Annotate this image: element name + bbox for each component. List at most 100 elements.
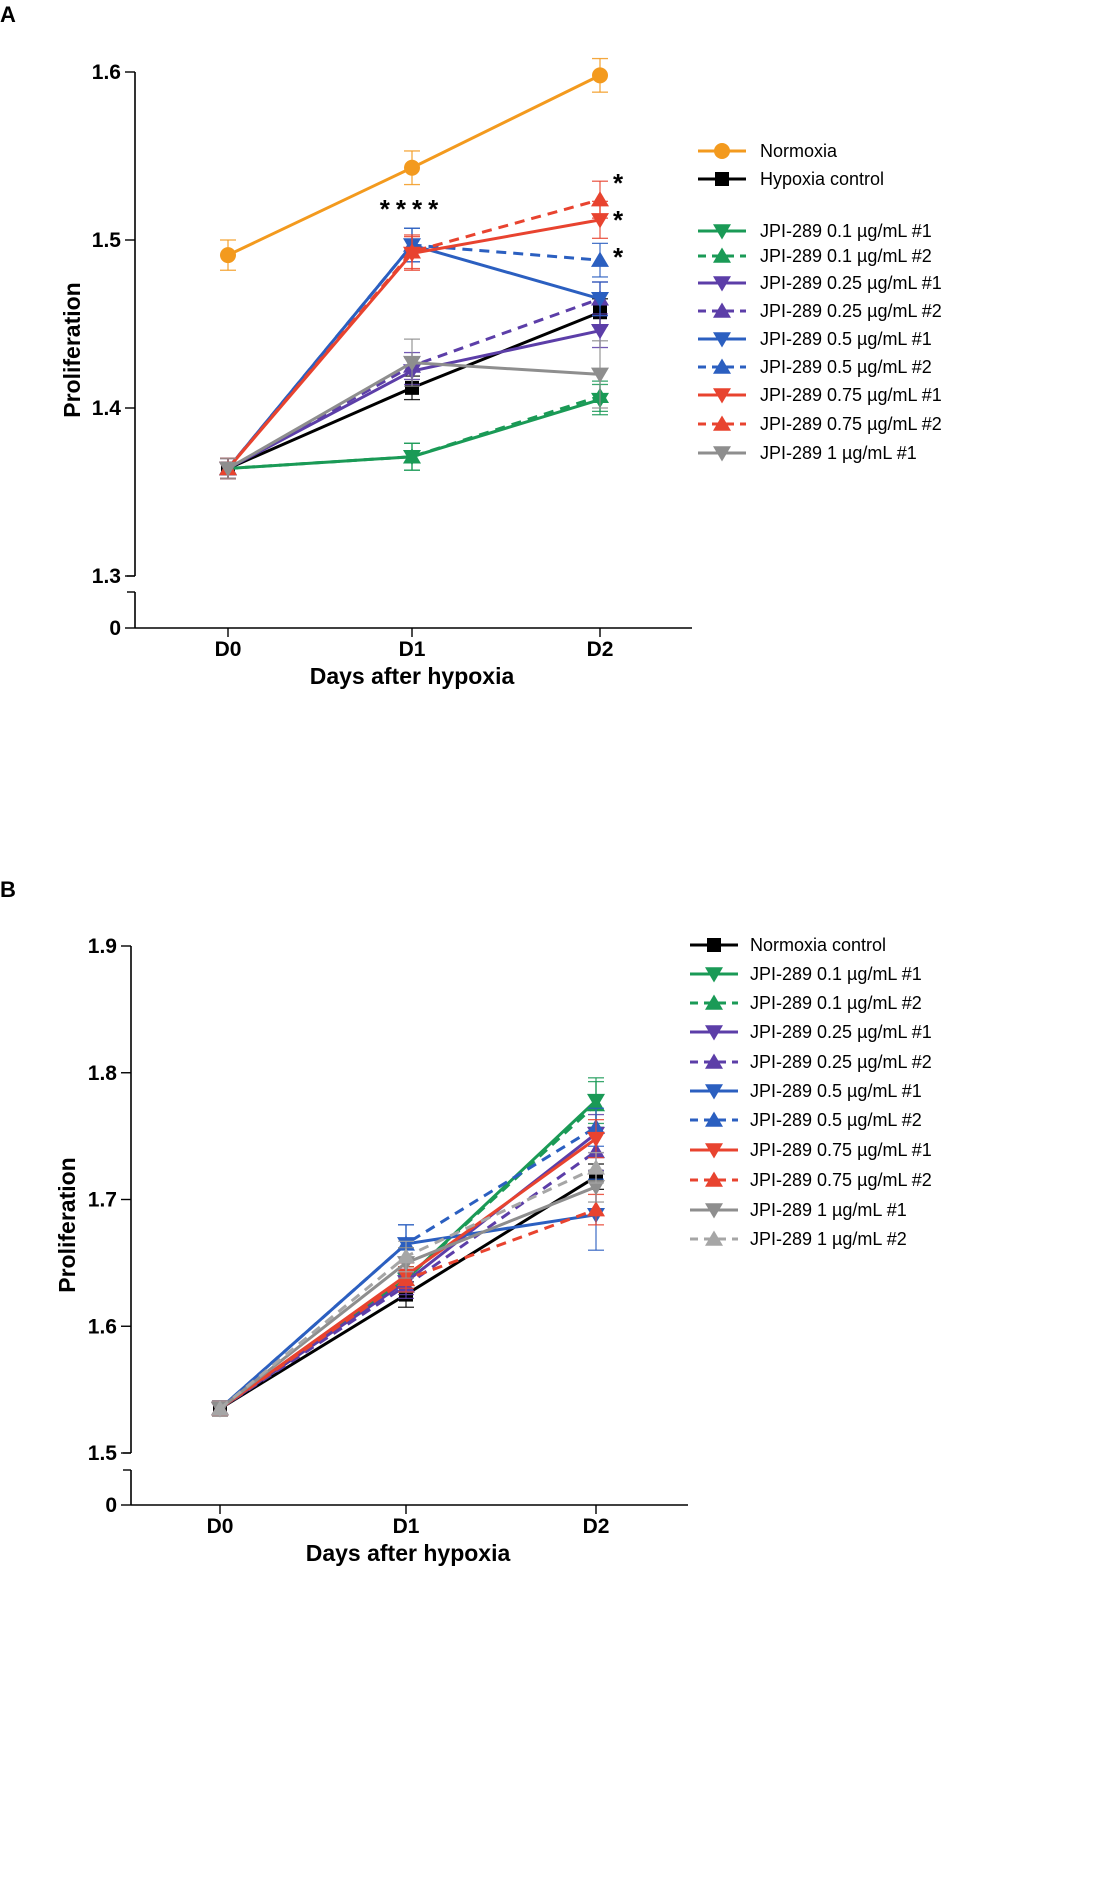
legend-item: JPI-289 0.25 µg/mL #2 [698, 301, 942, 321]
legend-item: JPI-289 0.1 µg/mL #2 [698, 246, 932, 266]
legend-item: Hypoxia control [698, 169, 884, 189]
legend-item: JPI-289 1 µg/mL #1 [698, 443, 917, 463]
legend-label: JPI-289 0.1 µg/mL #2 [750, 993, 922, 1013]
legend-swatch-marker [713, 247, 731, 263]
legend-item: JPI-289 0.75 µg/mL #2 [690, 1170, 932, 1190]
legend-swatch-marker [713, 358, 731, 374]
y-tick-label: 1.6 [92, 61, 121, 84]
legend-label: JPI-289 0.25 µg/mL #2 [750, 1052, 932, 1072]
legend-swatch-marker [705, 1143, 723, 1159]
legend-item: JPI-289 0.25 µg/mL #1 [690, 1022, 932, 1042]
legend-swatch-marker [713, 276, 731, 292]
legend-swatch-marker [713, 388, 731, 404]
series-line [226, 198, 601, 470]
legend-swatch-marker [715, 172, 729, 186]
legend-label: JPI-289 0.1 µg/mL #1 [750, 964, 922, 984]
y-tick-label: 1.4 [92, 397, 122, 420]
data-point [587, 1201, 605, 1217]
data-point [220, 247, 236, 264]
data-point [211, 1400, 229, 1416]
legend-label: JPI-289 1 µg/mL #2 [750, 1229, 907, 1249]
legend-swatch-marker [713, 224, 731, 240]
legend-label: JPI-289 0.75 µg/mL #2 [760, 414, 942, 434]
significance-star: * [613, 242, 624, 272]
legend-item: JPI-289 0.5 µg/mL #1 [690, 1081, 922, 1101]
legend-swatch-marker [713, 302, 731, 318]
legend-swatch-marker [707, 938, 721, 952]
legend-swatch-marker [705, 1084, 723, 1100]
y-tick-label: 1.5 [92, 229, 122, 252]
data-point [587, 1180, 605, 1196]
legend-label: Hypoxia control [760, 169, 884, 189]
significance-star: * [613, 168, 624, 198]
data-point [591, 191, 609, 207]
data-point [587, 1159, 605, 1175]
data-point [587, 1131, 605, 1148]
legend-item: JPI-289 1 µg/mL #2 [690, 1229, 907, 1249]
x-axis-title: Days after hypoxia [306, 1540, 511, 1566]
legend-item: JPI-289 0.1 µg/mL #1 [698, 221, 932, 241]
legend-swatch-marker [705, 1053, 723, 1069]
data-point [591, 251, 609, 267]
data-point [404, 159, 420, 176]
series [219, 281, 609, 480]
panel-A: A 1.3 1.4 1.5 1.6 0 D0 D1 D2 Days after hypoxia Pr… [0, 2, 942, 689]
series-line [219, 1125, 597, 1410]
legend-label: JPI-289 1 µg/mL #1 [750, 1200, 907, 1220]
data-point [591, 323, 609, 340]
series [211, 1151, 605, 1417]
x-tick-label: D2 [583, 1515, 610, 1538]
data-point [397, 1247, 415, 1264]
data-point [219, 461, 237, 478]
panel-B: B 1.5 1.6 1.7 1.8 1.9 0 D0 D1 D2 Days after hypoxi… [0, 877, 932, 1566]
legend-label: JPI-289 0.5 µg/mL #2 [750, 1110, 922, 1130]
legend-swatch-marker [705, 1111, 723, 1127]
legend-label: JPI-289 0.5 µg/mL #1 [760, 329, 932, 349]
series [211, 1118, 605, 1418]
legend-label: JPI-289 0.1 µg/mL #2 [760, 246, 932, 266]
legend-swatch-marker [705, 1025, 723, 1041]
y-tick-label: 1.6 [88, 1315, 117, 1338]
data-point [591, 367, 609, 383]
legend-item: JPI-289 1 µg/mL #1 [690, 1200, 907, 1220]
data-point [591, 292, 609, 308]
legend-item: JPI-289 0.1 µg/mL #2 [690, 993, 922, 1013]
y-axis-title: Proliferation [54, 1157, 80, 1292]
legend-label: JPI-289 0.75 µg/mL #2 [750, 1170, 932, 1190]
legend-item: JPI-289 0.25 µg/mL #2 [690, 1052, 932, 1072]
legend-label: JPI-289 0.1 µg/mL #1 [760, 221, 932, 241]
x-tick-label: D0 [215, 638, 242, 661]
legend-swatch-marker [705, 1203, 723, 1219]
series [219, 383, 609, 480]
legend-swatch-marker [714, 143, 730, 159]
data-point [403, 448, 421, 464]
legend-swatch-marker [713, 332, 731, 348]
legend-item: Normoxia control [690, 935, 886, 955]
legend-item: JPI-289 0.5 µg/mL #1 [698, 329, 932, 349]
data-point [591, 213, 609, 229]
x-tick-label: D2 [587, 638, 614, 661]
data-point [403, 243, 421, 259]
panel-letter: A [0, 2, 16, 27]
series [211, 1193, 605, 1417]
series [219, 180, 609, 480]
legend-label: JPI-289 0.25 µg/mL #1 [760, 273, 942, 293]
panel-letter: B [0, 877, 16, 902]
legend-label: JPI-289 0.75 µg/mL #1 [750, 1140, 932, 1160]
y-axis-title: Proliferation [59, 282, 85, 417]
legend-item: JPI-289 0.5 µg/mL #2 [698, 357, 932, 377]
legend-item: JPI-289 0.75 µg/mL #2 [698, 414, 942, 434]
x-tick-label: D1 [399, 638, 426, 661]
legend-swatch-marker [705, 967, 723, 983]
legend-label: JPI-289 1 µg/mL #1 [760, 443, 917, 463]
y-tick-label-zero: 0 [105, 1494, 117, 1517]
significance-star: * [613, 205, 624, 235]
legend-label: JPI-289 0.25 µg/mL #2 [760, 301, 942, 321]
data-point [403, 355, 421, 372]
legend-swatch-marker [705, 994, 723, 1010]
legend-item: Normoxia [698, 141, 838, 161]
series [219, 338, 609, 480]
legend-label: JPI-289 0.75 µg/mL #1 [760, 385, 942, 405]
x-axis-title: Days after hypoxia [310, 663, 515, 689]
